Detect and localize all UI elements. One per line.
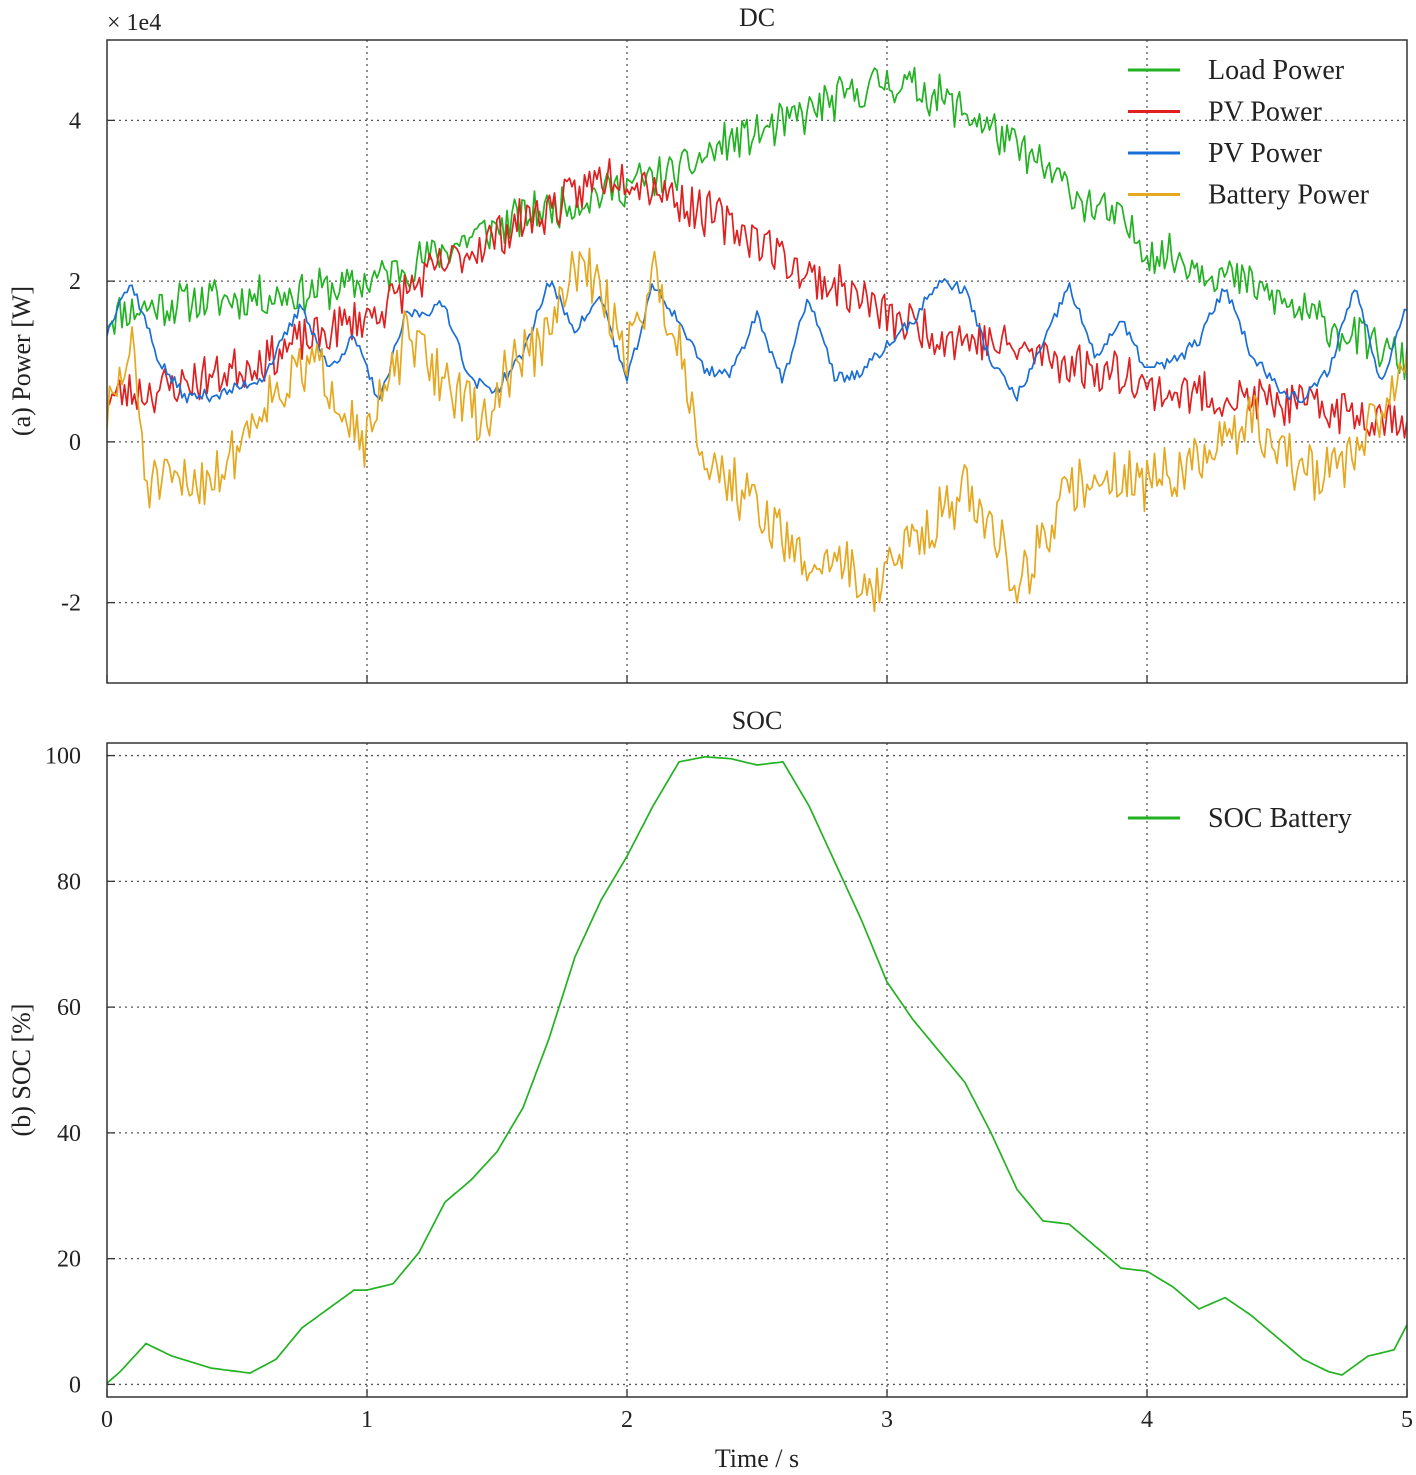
y-tick-label: 60 (57, 995, 81, 1021)
legend-label: PV Power (1208, 138, 1323, 169)
legend-label: Battery Power (1208, 180, 1370, 211)
x-tick-label: 0 (101, 1407, 113, 1433)
power-chart-title: DC (739, 3, 775, 32)
x-tick-label: 1 (361, 1407, 373, 1433)
power-grid (106, 40, 1408, 683)
series-line-load-power (107, 66, 1407, 381)
power-plot-frame (106, 39, 1408, 684)
soc-grid (106, 743, 1408, 1397)
soc-legend: SOC Battery (1128, 803, 1352, 834)
legend-label: Load Power (1208, 55, 1345, 86)
power-chart-panel: -2 0 2 4 DC × 1e4 (a) Power [W] Load Power P… (7, 3, 1408, 684)
y-tick-label: 2 (69, 269, 81, 295)
series-line-battery-power (107, 247, 1407, 613)
series-line-pv-power (107, 158, 1407, 439)
y-tick-label: 80 (57, 869, 81, 895)
x-tick-label: 5 (1401, 1407, 1413, 1433)
soc-tick-labels: 0 1 2 3 4 5 0 20 40 60 80 100 (45, 744, 1413, 1433)
y-tick-label: 0 (69, 430, 81, 456)
legend-label: PV Power (1208, 97, 1323, 128)
soc-y-axis-label: (b) SOC [%] (7, 1004, 36, 1137)
y-tick-label: 4 (69, 108, 81, 134)
y-tick-label: 0 (69, 1372, 81, 1398)
x-tick-label: 4 (1141, 1407, 1153, 1433)
power-tick-labels: -2 0 2 4 (61, 108, 81, 616)
y-tick-label: 100 (45, 744, 81, 770)
x-tick-label: 2 (621, 1407, 633, 1433)
x-tick-label: 3 (881, 1407, 893, 1433)
y-tick-label: 40 (57, 1121, 81, 1147)
soc-chart-title: SOC (732, 706, 783, 735)
y-tick-label: -2 (61, 591, 81, 617)
power-series-group (107, 66, 1407, 613)
power-y-axis-label: (a) Power [W] (7, 286, 36, 436)
soc-plot-frame (106, 742, 1408, 1398)
power-legend: Load Power PV Power PV Power Battery Power (1128, 55, 1370, 211)
soc-series-group (107, 755, 1407, 1384)
series-line-soc-battery (107, 755, 1407, 1384)
power-scale-label: × 1e4 (107, 10, 161, 36)
y-tick-label: 20 (57, 1247, 81, 1273)
x-axis-label: Time / s (715, 1444, 799, 1473)
series-line-pv-power (107, 278, 1407, 404)
soc-chart-panel: 0 1 2 3 4 5 0 20 40 60 80 100 SOC (b) SOC [%] Time … (7, 706, 1413, 1473)
legend-label: SOC Battery (1208, 803, 1352, 834)
